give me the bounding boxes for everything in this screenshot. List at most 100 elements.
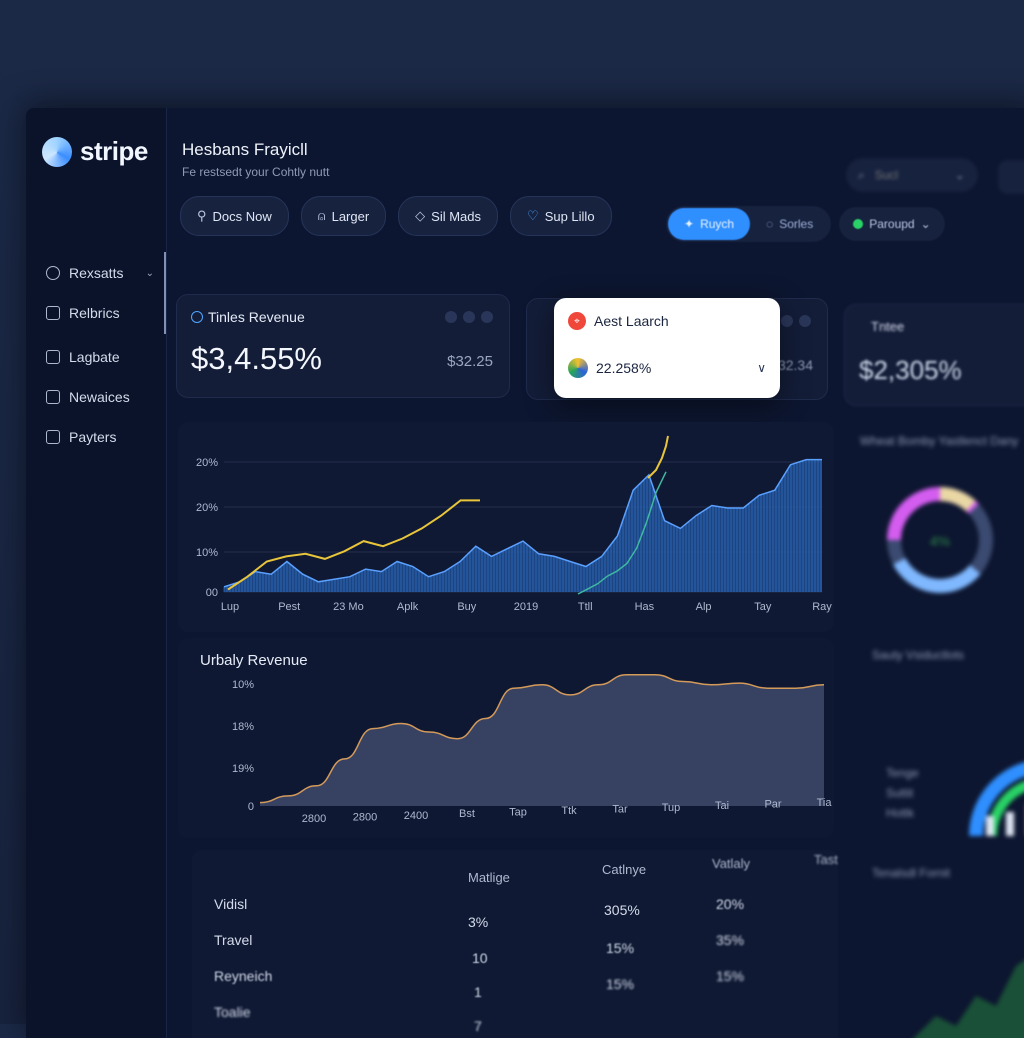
row-label: Vidisl [214, 896, 248, 912]
right-card-label: Tntee [871, 319, 905, 334]
yellow-spike-line [647, 435, 669, 479]
x-tick-label: Tia [817, 797, 833, 809]
revenue-value: $3,4.55% [191, 341, 322, 376]
action-pills: ⚲ Docs Now ⍝ Larger ◇ Sil Mads ♡ Sup Lil… [180, 196, 612, 236]
sil-mads-button[interactable]: ◇ Sil Mads [398, 196, 499, 236]
row-label: Toalie [214, 1004, 251, 1020]
gauge-label: Suttit [886, 786, 914, 800]
sidebar-item-label: Relbrics [69, 305, 120, 321]
card-label: Tinles Revenue [191, 309, 305, 325]
segment-sorles[interactable]: ◌ Sorles [750, 208, 829, 240]
chevron-down-icon: ⌄ [145, 267, 154, 279]
x-tick-label: Tup [662, 802, 681, 814]
chart-title: Urbaly Revenue [200, 652, 308, 669]
view-controls: ✦ Ruych ◌ Sorles Paroupd ⌄ [666, 206, 945, 242]
sidebar-item-newaices[interactable]: Newaices [46, 382, 164, 412]
y-tick-label: 00 [206, 587, 218, 599]
total-revenue-card[interactable]: Tinles Revenue $3,4.55% $32.25 [176, 294, 510, 398]
row-label: Reyneich [214, 968, 273, 984]
sidebar-item-label: Newaices [69, 389, 130, 405]
popover-title: Aest Laarch [594, 313, 669, 329]
stripe-logo-mark [42, 136, 72, 167]
y-tick-label: 20% [196, 457, 218, 469]
page-title: Hesbans Frayicll [182, 140, 308, 159]
action-dot-icon[interactable] [463, 311, 475, 323]
right-stat-card[interactable]: Tntee $2,305% [844, 304, 1024, 406]
status-dot-icon [853, 219, 864, 229]
x-tick-label: Ttk [561, 805, 577, 817]
action-dot-icon[interactable] [481, 311, 493, 323]
sidebar-item-relbrics[interactable]: Relbrics [46, 298, 164, 328]
docs-now-label: Docs Now [212, 208, 272, 224]
sidebar-item-label: Rexsatts [69, 265, 124, 281]
card-icon [46, 390, 60, 404]
document-icon [46, 306, 60, 320]
table-cell: 305% [604, 902, 640, 918]
table-cell: 3% [468, 914, 489, 930]
status-dropdown[interactable]: Paroupd ⌄ [839, 207, 945, 241]
diamond-icon: ◇ [415, 208, 426, 223]
series-area [224, 459, 822, 592]
popover-select[interactable]: 22.258% ∨ [568, 358, 766, 378]
donut-slice [887, 487, 993, 593]
revenue-label: Tinles Revenue [208, 309, 305, 325]
table-cell: 10 [472, 950, 488, 966]
brand-name: stripe [80, 136, 148, 166]
heart-icon: ♡ [527, 208, 539, 223]
table-cell: 1 [474, 984, 482, 1000]
action-dot-icon[interactable] [799, 315, 811, 327]
profile-button[interactable] [998, 160, 1024, 194]
column-header: Matlige [468, 870, 510, 885]
popover-value: 22.258% [596, 360, 652, 376]
sup-lillo-button[interactable]: ♡ Sup Lillo [510, 196, 612, 236]
table-cell: 15% [606, 976, 635, 992]
middle-secondary: 32.34 [777, 357, 813, 373]
sidebar-item-lagbate[interactable]: Lagbate [46, 342, 164, 372]
stripe-logo[interactable]: stripe [42, 136, 148, 167]
selection-popover[interactable]: ⌖ Aest Laarch 22.258% ∨ [554, 298, 780, 398]
y-tick-label: 10% [196, 547, 218, 559]
larger-button[interactable]: ⍝ Larger [300, 196, 387, 236]
status-label: Paroupd [869, 217, 915, 231]
sidebar-nav: Rexsatts ⌄ Relbrics Lagbate Newaices Pay… [46, 252, 166, 462]
docs-now-button[interactable]: ⚲ Docs Now [180, 196, 289, 236]
pin-icon: ⌖ [568, 312, 586, 330]
x-tick-label: Buy [457, 601, 476, 613]
gauge-title: Sauty Vsiductlots [872, 648, 965, 662]
active-indicator [164, 252, 166, 334]
x-tick-label: Ttll [578, 601, 593, 613]
series-line [223, 458, 822, 588]
gauge-label: Tenge [886, 766, 919, 780]
column-header: Catlnye [602, 862, 647, 877]
sidebar-item-payters[interactable]: Payters [46, 422, 164, 452]
x-tick-label: Bst [459, 808, 475, 820]
revenue-area [260, 674, 824, 806]
x-tick-label: 2800 [353, 811, 377, 823]
card-actions [445, 311, 493, 323]
x-tick-label: Aplk [397, 601, 419, 613]
x-tick-label: Par [764, 799, 781, 811]
table-cell: 35% [716, 932, 745, 948]
x-tick-label: Alp [696, 601, 712, 613]
x-tick-label: Ray [812, 601, 832, 613]
bell-icon: ⍝ [317, 208, 326, 223]
right-panel: Wheat Bomby Yastlenct Dany 4% Sauty Vsid… [846, 426, 1024, 1038]
sidebar: stripe Rexsatts ⌄ Relbrics Lagbate Newai… [26, 108, 167, 1038]
x-tick-label: Pest [278, 601, 300, 613]
sidebar-item-rexsatts[interactable]: Rexsatts ⌄ [46, 252, 166, 334]
segment-label: Sorles [779, 217, 814, 231]
segment-ruych[interactable]: ✦ Ruych [668, 208, 751, 240]
search-box[interactable]: ⌕ ⌄ [846, 158, 978, 192]
action-dot-icon[interactable] [445, 311, 457, 323]
action-dot-icon[interactable] [781, 315, 793, 327]
y-tick-label: 10% [232, 679, 254, 691]
y-tick-label: 19% [232, 763, 254, 775]
table-cell: 7 [474, 1018, 482, 1034]
activity-chart: 20% 20% 10% 00 Lup Pest 23 Mo Aplk Buy 2019 Ttll Ha… [178, 422, 834, 632]
x-tick-label: Tar [612, 803, 628, 815]
table-cell: 15% [606, 940, 635, 956]
wallet-icon [46, 430, 60, 444]
teal-series-line [577, 471, 667, 595]
column-header: Tast [814, 852, 838, 867]
search-input[interactable] [872, 167, 947, 183]
